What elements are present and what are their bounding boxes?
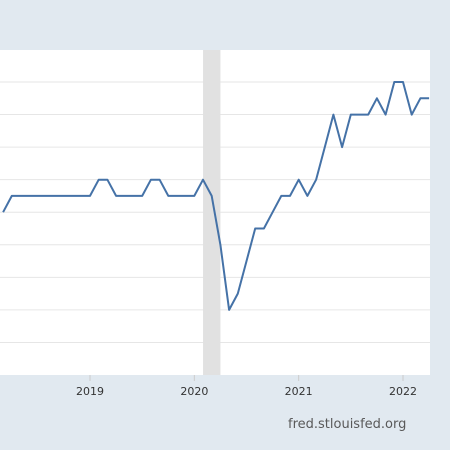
x-tick-label: 2022 (389, 385, 417, 398)
series-layer (2, 81, 430, 311)
x-tick-label: 2020 (180, 385, 208, 398)
series-line (2, 81, 430, 311)
x-tick-label: 2019 (76, 385, 104, 398)
recession-shade (203, 50, 221, 375)
recession-band (203, 50, 221, 375)
x-axis: 2019 2020 2021 2022 (76, 375, 417, 398)
x-tick-label: 2021 (285, 385, 313, 398)
source-credit: fred.stlouisfed.org (288, 417, 407, 432)
